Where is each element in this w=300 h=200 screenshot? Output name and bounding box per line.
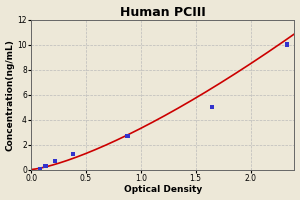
Title: Human PCIII: Human PCIII (120, 6, 206, 19)
Y-axis label: Concentration(ng/mL): Concentration(ng/mL) (6, 39, 15, 151)
Point (38, 167, 42, 170)
Point (43, 164, 48, 167)
Point (210, 105, 214, 109)
Point (53, 159, 58, 162)
X-axis label: Optical Density: Optical Density (124, 185, 202, 194)
Point (70, 152, 75, 155)
Point (125, 134, 130, 137)
Point (284, 43, 289, 46)
